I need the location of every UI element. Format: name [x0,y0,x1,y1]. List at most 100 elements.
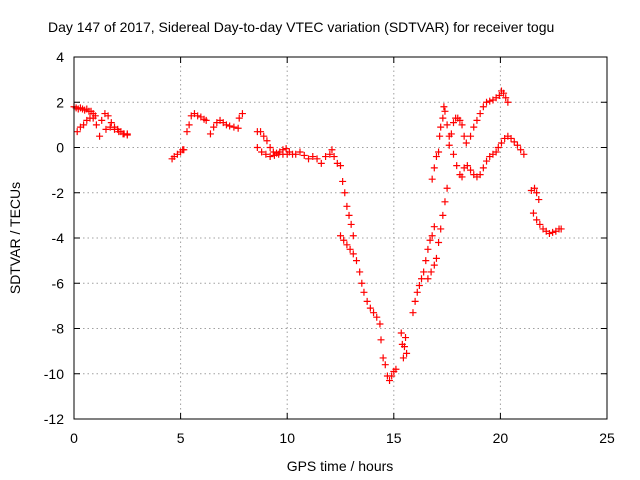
data-point [104,112,112,120]
data-point [366,304,374,312]
data-point [258,148,266,156]
data-point [282,145,290,153]
data-point [352,257,360,265]
data-point [266,144,274,151]
data-point [531,184,539,192]
data-point [376,320,384,328]
data-point [456,116,464,124]
data-point [210,123,218,131]
data-point [269,148,277,156]
data-point [428,175,436,183]
data-point [111,125,119,133]
y-tick-label: -8 [52,321,65,337]
data-point [507,134,515,142]
data-point [106,123,114,131]
data-point [486,97,494,105]
data-point [343,241,351,249]
data-point [234,124,242,132]
data-point [500,89,508,97]
data-point [313,155,321,163]
data-point [533,216,541,224]
data-point [403,349,411,357]
data-point [202,116,210,124]
x-tick-label: 20 [493,430,509,446]
y-tick-label: 4 [56,49,64,65]
data-point [492,148,500,156]
data-point [330,153,338,161]
data-point [238,110,246,118]
data-point [266,153,274,161]
data-point [89,114,97,122]
data-point [473,116,481,124]
data-point [397,329,405,337]
data-point [520,150,528,158]
y-tick-label: -4 [52,230,65,246]
x-tick-label: 25 [599,430,615,446]
y-tick-label: 2 [56,94,64,110]
data-point [400,343,408,351]
data-point [535,196,543,204]
data-point [317,159,325,167]
x-axis-label: GPS time / hours [287,458,394,474]
data-point [441,198,449,206]
data-point [377,336,385,344]
data-point [517,146,525,154]
data-point [363,297,371,305]
data-point [222,121,230,129]
data-point [349,232,357,240]
data-point [545,229,553,237]
data-point [340,236,348,244]
data-point [388,372,396,380]
data-point [430,223,438,231]
data-point [262,150,270,158]
data-point [470,123,478,131]
data-point [360,288,368,296]
data-point [206,130,214,138]
data-point [502,94,510,102]
data-point [107,119,115,127]
data-point [347,220,355,228]
data-point [458,121,466,129]
data-point [73,128,81,136]
data-point [426,236,434,244]
axis-ticks [73,56,608,420]
data-point [415,282,423,290]
data-point [418,275,426,283]
x-tick-label: 15 [386,430,402,446]
data-point [435,148,443,156]
data-point [230,123,238,131]
x-tick-labels: 0 5 10 15 20 25 [70,430,615,446]
data-point [379,354,387,362]
data-point [453,162,461,170]
y-tick-labels: -12 -10 -8 -6 -4 -2 0 2 4 [44,49,64,427]
data-point [437,225,445,233]
data-point [339,177,347,185]
data-point [441,107,449,115]
data-point [123,131,131,139]
data-point [439,211,447,219]
data-point [435,239,443,247]
data-point [467,166,475,174]
y-tick-label: -12 [44,411,64,427]
data-point [549,228,557,236]
data-point [341,189,349,197]
data-point [422,257,430,265]
data-point [424,275,432,283]
data-point [328,146,336,154]
data-point [479,164,487,172]
data-point [346,245,354,253]
data-point [557,225,565,233]
data-point [483,157,491,165]
data-point [443,184,451,192]
data-point [495,91,503,99]
data-point [427,268,435,276]
data-point [411,297,419,305]
data-point [460,132,468,140]
y-tick-label: -6 [52,275,65,291]
data-point [283,150,291,158]
data-point [536,220,544,228]
data-point [529,209,537,217]
data-point [345,211,353,219]
data-point [326,150,334,158]
data-point [479,103,487,111]
